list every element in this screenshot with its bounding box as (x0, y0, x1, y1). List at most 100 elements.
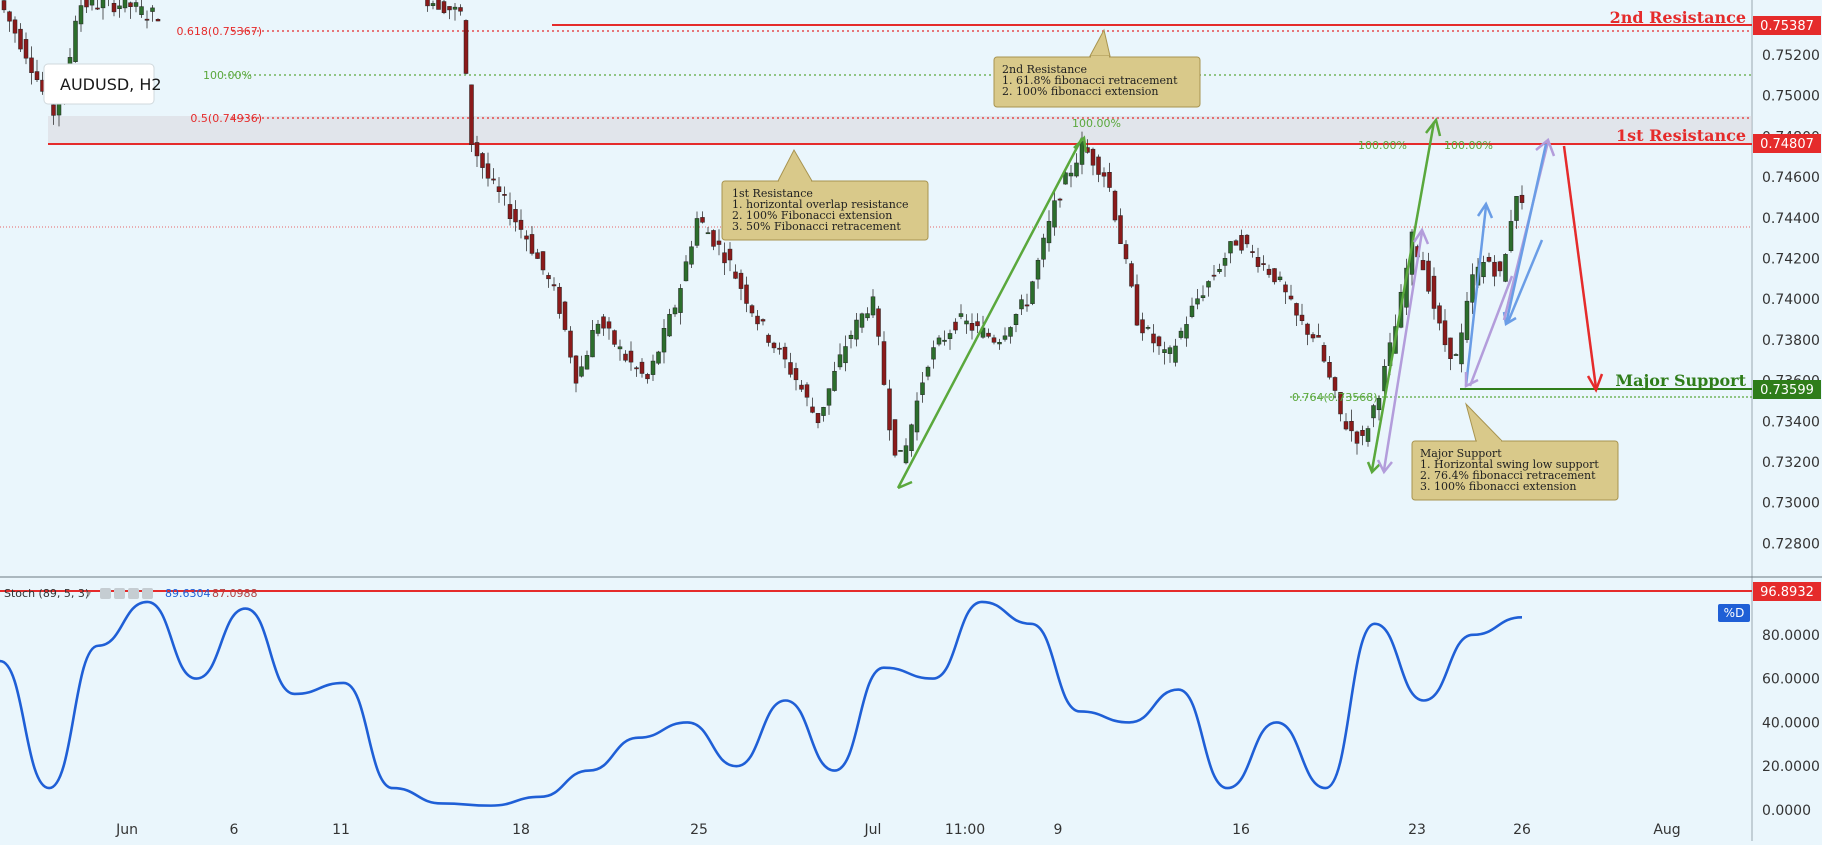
stoch-level-badge (1753, 582, 1821, 601)
price-tick-label: 0.74600 (1762, 170, 1820, 186)
candle-body (1250, 251, 1255, 253)
stoch-line (0, 600, 1523, 807)
arrowhead-purple-1 (1412, 227, 1430, 245)
stoch-eye-icon[interactable] (100, 588, 111, 599)
price-tick-label: 0.74400 (1762, 211, 1820, 227)
candle-body (1420, 260, 1426, 271)
candle-body (1470, 274, 1475, 303)
first-resistance-label: 1st Resistance (1616, 126, 1746, 145)
candle-body (1118, 215, 1123, 244)
candle-body (1426, 260, 1431, 292)
candle-body (1481, 262, 1486, 278)
candle-body (667, 314, 672, 337)
stoch-d-badge-text: %D (1724, 606, 1745, 620)
candle-body (535, 252, 540, 259)
candle-body (144, 18, 150, 21)
callout-second-line-2: 2. 100% fibonacci extension (1002, 85, 1159, 98)
time-axis-label: 18 (512, 822, 530, 838)
candle-body (78, 5, 84, 25)
candle-body (139, 6, 144, 15)
arrow-tail-purple-1 (1376, 459, 1393, 475)
arrow-blue-3 (1504, 143, 1548, 325)
candle-body (1041, 237, 1046, 260)
callout-support-joint (1477, 440, 1501, 443)
candle-body (524, 235, 529, 240)
candle-body (1134, 284, 1140, 326)
stoch-header-dropdown-icon[interactable]: ▾ (86, 589, 91, 600)
candle-body (826, 388, 832, 406)
candle-body (777, 347, 782, 350)
candle-body (854, 319, 859, 340)
candle-body (1107, 171, 1112, 188)
candle-body (766, 334, 771, 343)
stoch-settings-icon[interactable] (114, 588, 125, 599)
candle-body (738, 272, 744, 289)
symbol-label-box: AUDUSD, H2 (43, 63, 162, 105)
candle-body (1514, 196, 1519, 221)
candle-body (1013, 314, 1019, 325)
candle-body (1156, 336, 1162, 347)
time-axis-label: 11 (332, 822, 350, 838)
candle-body (513, 209, 518, 223)
candle-body (1277, 276, 1283, 281)
candle-body (150, 7, 155, 12)
candle-body (1371, 405, 1376, 419)
candle-body (34, 71, 40, 80)
stoch-level-badge-text: 96.8932 (1760, 585, 1814, 600)
candle-body (628, 350, 634, 363)
candle-body (1486, 256, 1492, 262)
arrowhead-purple-2 (1464, 372, 1479, 389)
candle-body (1189, 305, 1195, 317)
candle-body (601, 316, 606, 329)
time-axis-label: Jun (115, 822, 138, 838)
candle-body (18, 28, 23, 50)
candle-body (788, 362, 793, 375)
candle-body (100, 0, 106, 9)
second-resistance-label: 2nd Resistance (1610, 8, 1746, 27)
candle-body (749, 305, 755, 314)
candle-body (711, 230, 716, 247)
candle-body (760, 319, 766, 322)
candle-body (678, 288, 683, 313)
callout-first-resistance: 1st Resistance 1. horizontal overlap res… (721, 148, 929, 241)
candle-body (1327, 362, 1332, 378)
candle-body (447, 6, 452, 11)
candle-body (573, 355, 579, 384)
candle-body (843, 346, 848, 364)
time-axis-label: 23 (1408, 822, 1426, 838)
candle-body (1211, 274, 1217, 277)
stoch-tick-label: 0.0000 (1762, 803, 1811, 819)
callout-first-box (721, 180, 929, 241)
candle-body (920, 382, 925, 395)
arrow-tail-green-1 (897, 480, 913, 490)
candle-body (540, 251, 546, 271)
candle-body (441, 1, 447, 14)
candle-body (1140, 319, 1145, 334)
stoch-more-icon[interactable] (142, 588, 153, 599)
stoch-tick-label: 60.0000 (1762, 672, 1820, 688)
candle-body (623, 353, 628, 361)
candle-body (1338, 392, 1343, 415)
candle-body (1321, 345, 1327, 362)
candle-body (804, 384, 810, 398)
fib-100-a-label: 100.00% (1358, 139, 1407, 152)
arrow-tail-green-2 (1366, 461, 1381, 475)
candle-body (716, 240, 722, 245)
candle-body (1184, 324, 1189, 339)
stoch-add-icon[interactable] (128, 588, 139, 599)
candle-body (95, 7, 100, 10)
candle-body (661, 328, 667, 353)
price-tick-label: 0.74000 (1762, 292, 1820, 308)
stoch-d-value: 87.0988 (212, 587, 258, 600)
candle-body (1266, 268, 1272, 275)
candle-body (892, 419, 898, 456)
candle-body (590, 330, 595, 358)
callout-first-joint (779, 180, 811, 183)
candle-body (947, 333, 953, 339)
candle-body (1057, 198, 1063, 201)
candle-body (122, 0, 128, 9)
candle-body (1442, 320, 1448, 346)
callout-major-support: Major Support 1. Horizontal swing low su… (1411, 402, 1619, 501)
